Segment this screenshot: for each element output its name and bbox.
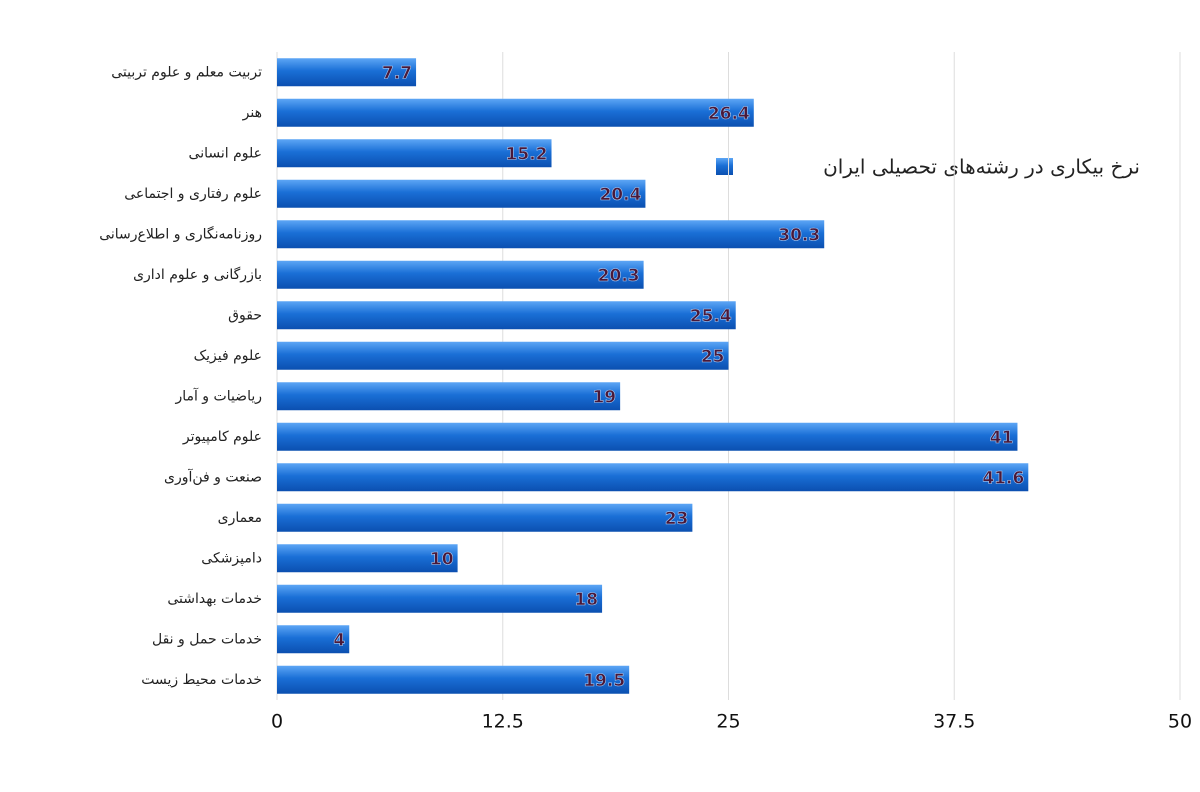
bar [277, 139, 552, 168]
data-label: 10 [430, 549, 454, 569]
data-label: 15.2 [506, 144, 548, 164]
bar [277, 584, 603, 613]
bar [277, 220, 825, 249]
x-tick-label: 12.5 [482, 711, 524, 733]
y-tick-label: خدمات بهداشتی [167, 591, 262, 607]
data-label: 30.3 [778, 225, 820, 245]
y-tick-label: روزنامه‌نگاری و اطلاع‌رسانی [99, 225, 262, 242]
legend-label: نرخ بیکاری در رشته‌های تحصیلی ایران [823, 155, 1140, 179]
data-label: 41 [990, 428, 1014, 448]
data-label: 7.7 [382, 63, 412, 83]
y-tick-label: معماری [218, 510, 262, 526]
y-tick-label: بازرگانی و علوم اداری [133, 266, 262, 283]
data-label: 4 [333, 630, 345, 650]
y-tick-label: علوم انسانی [189, 145, 262, 161]
bar [277, 58, 417, 87]
data-label: 41.6 [982, 468, 1024, 488]
data-label: 25.4 [690, 306, 732, 326]
bar [277, 625, 350, 654]
y-tick-label: علوم کامپیوتر [182, 429, 262, 445]
bar [277, 341, 729, 370]
y-tick-label: خدمات حمل و نقل [152, 631, 262, 647]
x-tick-label: 37.5 [933, 711, 975, 733]
data-label: 20.4 [599, 185, 641, 205]
bar [277, 301, 736, 330]
y-tick-label: حقوق [228, 307, 262, 323]
data-label: 19 [592, 387, 616, 407]
data-label: 26.4 [708, 104, 750, 124]
data-label: 19.5 [583, 671, 625, 691]
x-tick-label: 50 [1168, 711, 1192, 733]
bar [277, 422, 1018, 451]
bar [277, 544, 458, 573]
data-label: 18 [574, 590, 598, 610]
data-label: 25 [701, 347, 725, 367]
bar [277, 665, 630, 694]
bar [277, 463, 1029, 492]
y-tick-label: صنعت و فن‌آوری [164, 468, 262, 485]
bar [277, 179, 646, 208]
legend-swatch [716, 158, 733, 175]
y-tick-label: ریاضیات و آمار [174, 387, 262, 404]
data-label: 20.3 [598, 266, 640, 286]
bar [277, 382, 621, 411]
x-tick-label: 0 [271, 711, 283, 733]
y-tick-label: دامپزشکی [201, 550, 262, 566]
bar [277, 503, 693, 532]
y-tick-label: تربیت معلم و علوم تربیتی [111, 64, 262, 80]
y-tick-label: هنر [242, 105, 262, 121]
bar [277, 260, 644, 289]
x-tick-label: 25 [716, 711, 740, 733]
data-label: 23 [665, 509, 689, 529]
y-tick-label: علوم فیزیک [194, 348, 262, 364]
y-tick-label: خدمات محیط زیست [141, 672, 262, 688]
bar [277, 98, 754, 127]
y-tick-label: علوم رفتاری و اجتماعی [124, 186, 262, 202]
